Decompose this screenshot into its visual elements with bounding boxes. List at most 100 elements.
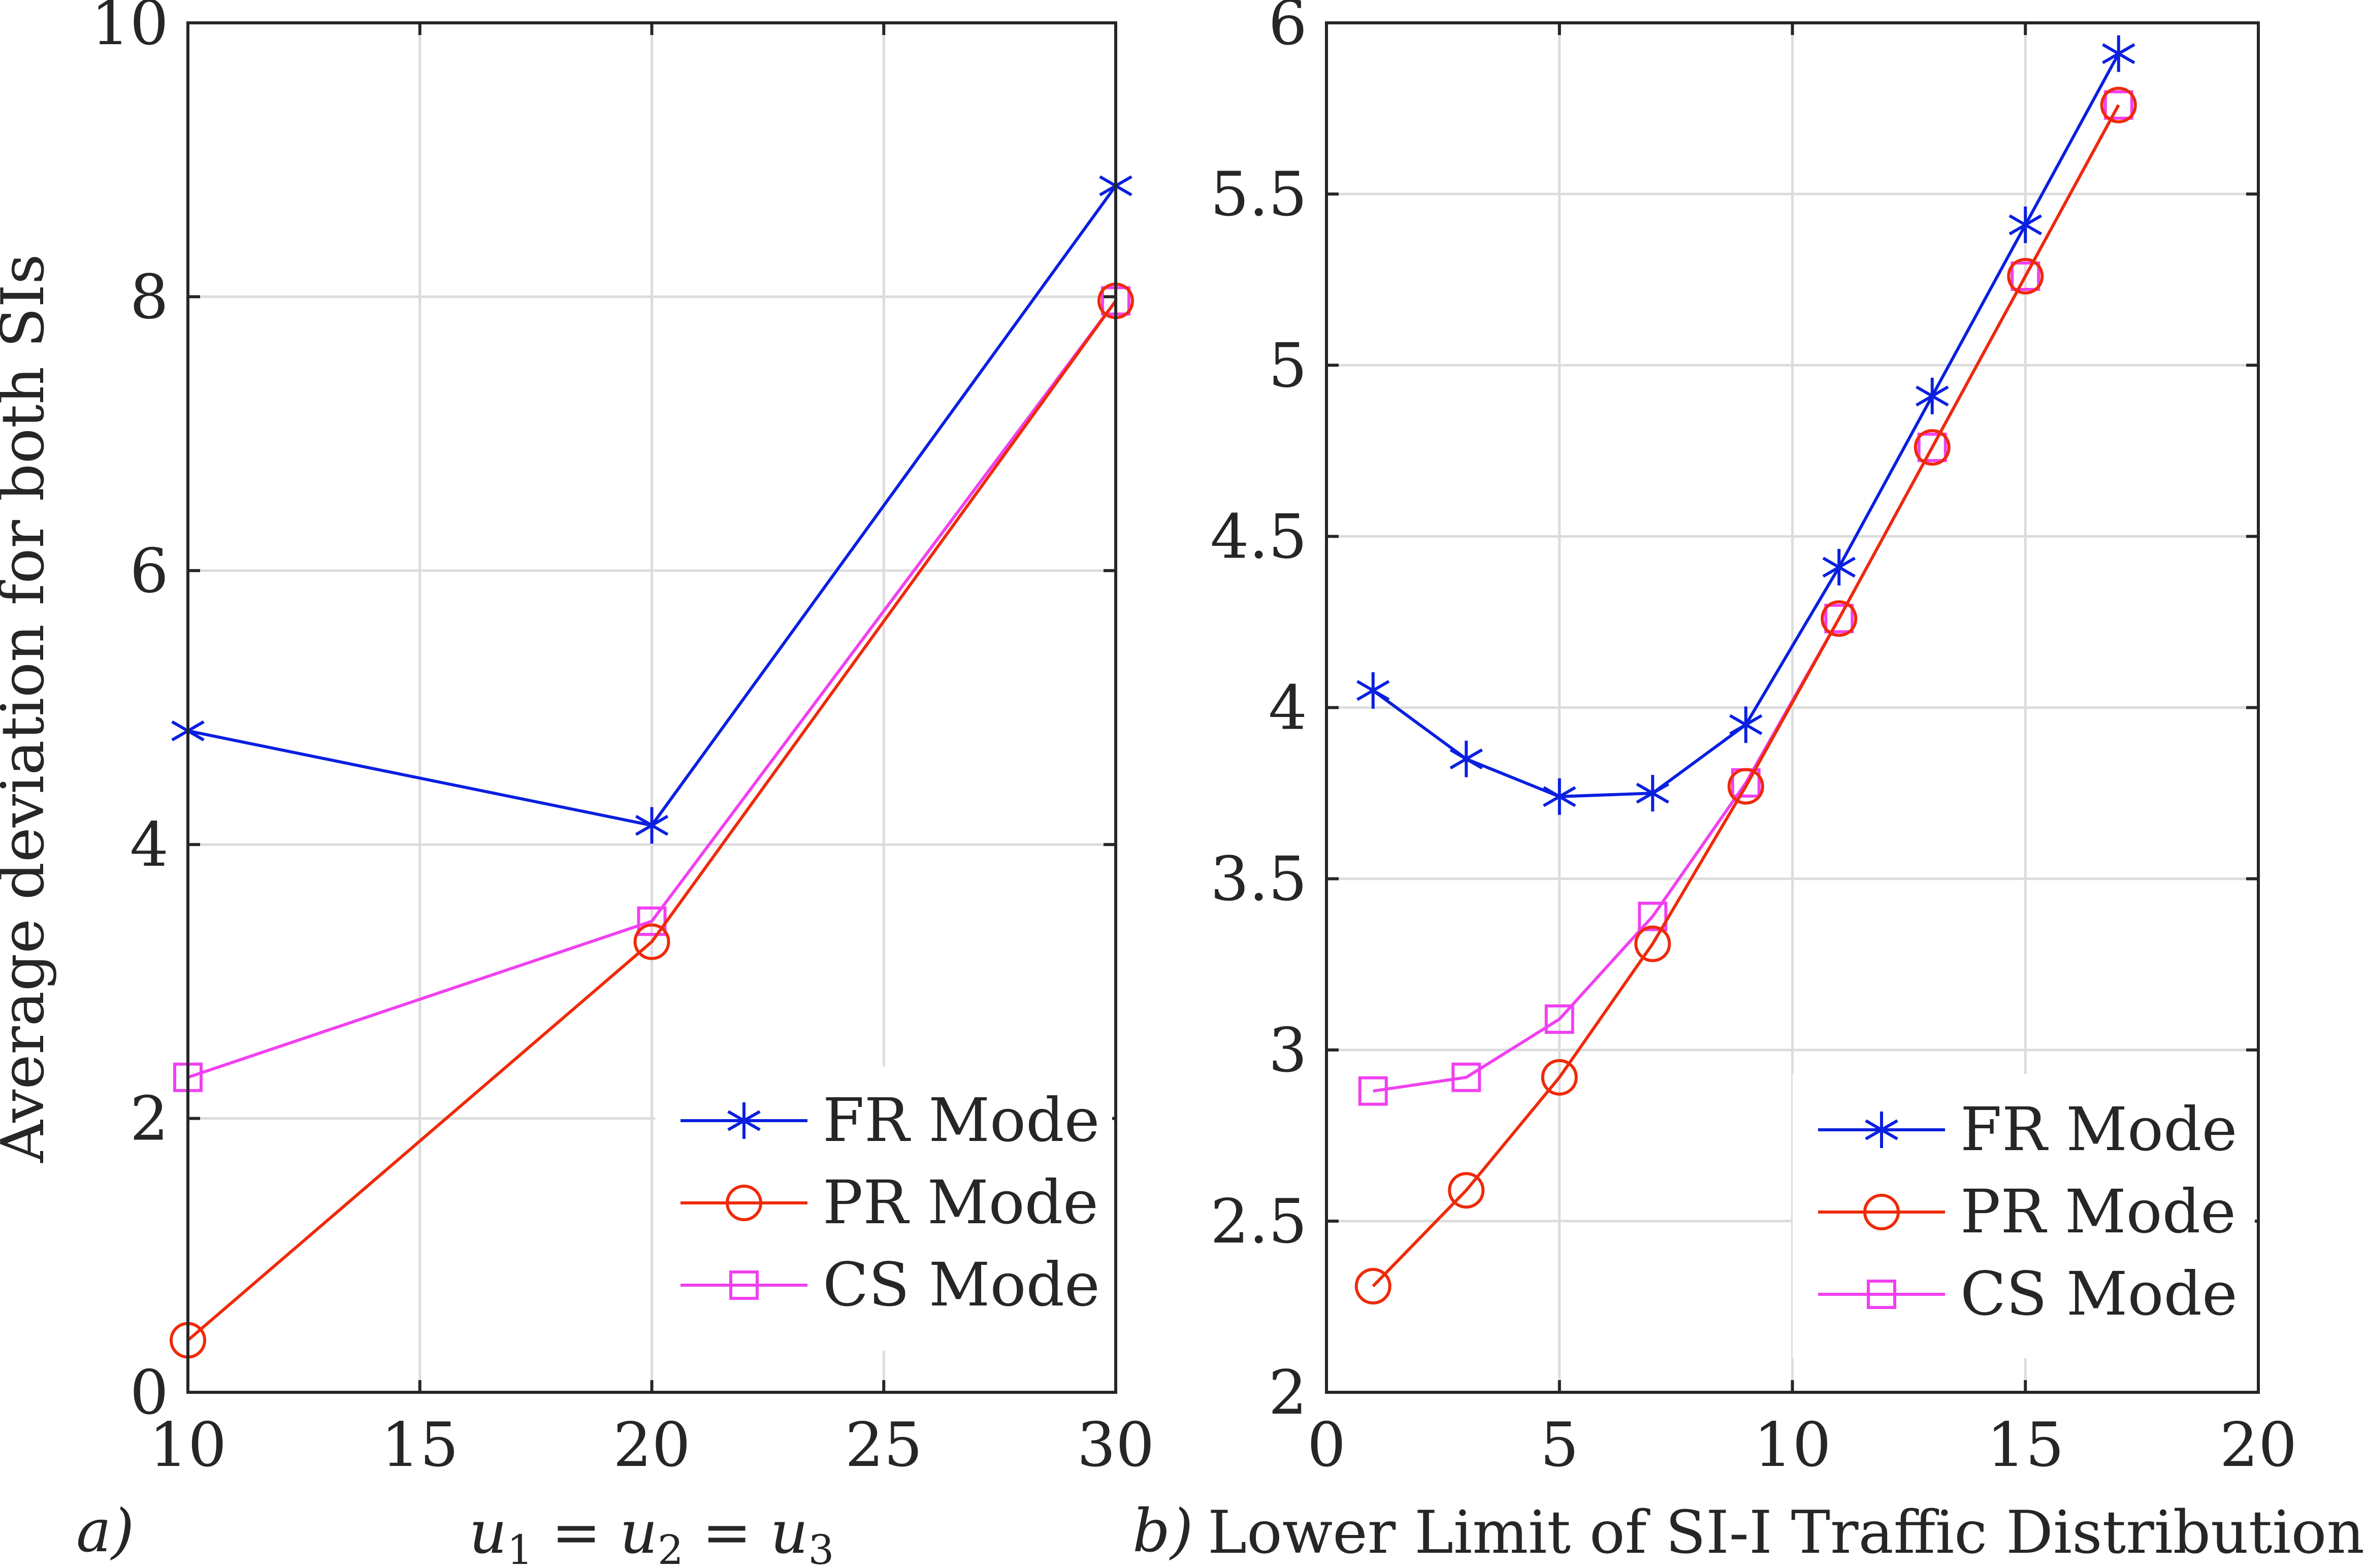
series-fr-point-shape (2008, 206, 2042, 243)
legend-entry-fr-marker (1865, 1112, 1898, 1148)
series-pr-point (1541, 1059, 1578, 1096)
series-cs-point (2103, 90, 2133, 120)
series-fr-point (2102, 35, 2135, 72)
series-fr-point-shape (1543, 778, 1576, 815)
legend-entry-pr-label: PR Mode (823, 1167, 1098, 1237)
legend-entries-a: FR Mode PR Mode CS Mode (681, 1085, 1100, 1320)
chart-panel-a: 10 15 20 25 30 0 2 4 6 8 10 Average deviation for … (0, 0, 1154, 1568)
y-tick-label: 5 (1269, 331, 1307, 401)
y-tick-label: 3.5 (1210, 844, 1307, 915)
x-tick-label: 20 (613, 1410, 691, 1481)
legend-entry-cs-label: CS Mode (823, 1250, 1100, 1320)
legend-entry-cs-marker (1867, 1280, 1896, 1309)
chart-panel-b: 0 5 10 15 20 2 2.5 3 3.5 4 4.5 5 5.5 6 b) Lower Limit… (1132, 0, 2364, 1567)
series-pr (1354, 86, 2137, 1304)
legend-entry-cs: CS Mode (1818, 1259, 2238, 1329)
xlabel-sub3: 3 (808, 1526, 834, 1568)
xlabel-eq2: = (684, 1498, 770, 1567)
legend-entry-fr-label: FR Mode (1960, 1094, 2237, 1164)
series-pr-point-shape (1727, 768, 1764, 805)
y-tick-label: 5.5 (1210, 159, 1307, 230)
legend-entry-pr-marker (726, 1185, 762, 1221)
series-fr (1356, 35, 2135, 815)
ticks-b: 0 5 10 15 20 2 2.5 3 3.5 4 4.5 5 5.5 6 (1210, 0, 2297, 1481)
legend-entry-fr-marker-shape (727, 1102, 761, 1139)
y-tick-label: 4 (1269, 673, 1307, 744)
x-tick-label: 25 (845, 1410, 923, 1481)
series-cs-point (1917, 433, 1947, 463)
legend-entry-cs-marker-shape (1867, 1280, 1896, 1309)
panel-label-b: b) (1132, 1497, 1193, 1565)
legend-entry-fr: FR Mode (681, 1085, 1099, 1155)
series-pr-point-shape (633, 923, 670, 960)
series-cs-point-shape (1358, 1076, 1388, 1106)
legend-entry-cs-marker-shape (729, 1270, 759, 1300)
series-pr-line (1372, 104, 2120, 1288)
y-tick-label: 4 (130, 810, 169, 880)
series-cs-point-shape (2103, 90, 2133, 120)
y-tick-label: 10 (91, 0, 169, 59)
x-tick-label: 5 (1540, 1410, 1579, 1481)
series-pr-point (1448, 1172, 1485, 1209)
series-fr-point (1636, 775, 1669, 812)
series-cs-point-shape (1544, 1004, 1574, 1034)
x-tick-label: 10 (149, 1410, 227, 1481)
series-pr-point-shape (2100, 86, 2137, 123)
series-fr-point (635, 807, 669, 844)
series-fr-point (1356, 672, 1390, 709)
series-pr-point-shape (2007, 257, 2044, 295)
y-tick-label: 2.5 (1210, 1187, 1307, 1257)
legend-entry-pr-marker-shape (1863, 1194, 1900, 1230)
series-pr-point-shape (1821, 600, 1858, 637)
x-axis-label-b: Lower Limit of SI-I Traffic Distribution (1208, 1498, 2364, 1567)
series-pr-point (2100, 86, 2137, 123)
xlabel-u2: u (620, 1498, 658, 1567)
series-pr-point (1821, 600, 1858, 637)
y-tick-label: 8 (130, 262, 169, 333)
legend-entry-fr-label: FR Mode (823, 1085, 1099, 1155)
legend-entry-pr: PR Mode (681, 1167, 1098, 1237)
series-fr-point-shape (1356, 672, 1390, 709)
series-fr-point-shape (1729, 706, 1763, 743)
legend-b: FR Mode PR Mode CS Mode (1793, 1074, 2255, 1358)
series-pr-point (1727, 768, 1764, 805)
series-cs-point (1544, 1004, 1574, 1034)
series-pr-point (633, 923, 670, 960)
series-fr-point (1916, 377, 1949, 414)
series-fr-point-shape (635, 807, 669, 844)
series-fr-point (1543, 778, 1576, 815)
x-tick-label: 15 (1987, 1410, 2064, 1481)
series-pr-point (2007, 257, 2044, 295)
series-cs-point (1451, 1062, 1481, 1092)
legend-entry-fr-marker-shape (1865, 1112, 1898, 1148)
series-fr-point-shape (1449, 740, 1483, 777)
series-fr-point (1729, 706, 1763, 743)
legend-entry-cs-label: CS Mode (1960, 1259, 2238, 1329)
series-cs-line (187, 300, 1117, 1079)
grid-a (188, 23, 1116, 1392)
ticks-a: 10 15 20 25 30 0 2 4 6 8 10 (91, 0, 1154, 1481)
legend-a: FR Mode PR Mode CS Mode (655, 1066, 1112, 1351)
series-fr-point-shape (1822, 549, 1856, 586)
series-fr-point-shape (2102, 35, 2135, 72)
legend-entries-b: FR Mode PR Mode CS Mode (1818, 1094, 2238, 1329)
series-cs-point-shape (1451, 1062, 1481, 1092)
y-tick-label: 4.5 (1210, 502, 1307, 572)
legend-entry-cs-marker (729, 1270, 759, 1300)
xlabel-sub1: 1 (507, 1526, 533, 1568)
series-cs-point (1824, 604, 1854, 634)
y-axis-label-a: Average deviation for both SIs (0, 254, 57, 1163)
series-cs-point-shape (1638, 901, 1668, 931)
series-pr-point (1634, 925, 1671, 962)
series-pr-point-shape (1541, 1059, 1578, 1096)
series-fr-line (1372, 53, 2120, 798)
xlabel-u3: u (770, 1498, 808, 1567)
series-fr-point (1822, 549, 1856, 586)
legend-entry-pr-marker-shape (726, 1185, 762, 1221)
series-cs-point-shape (1824, 604, 1854, 634)
series-cs-point (1638, 901, 1668, 931)
x-tick-label: 20 (2220, 1410, 2297, 1481)
x-tick-label: 15 (381, 1410, 459, 1481)
series-pr-point-shape (1354, 1267, 1391, 1304)
